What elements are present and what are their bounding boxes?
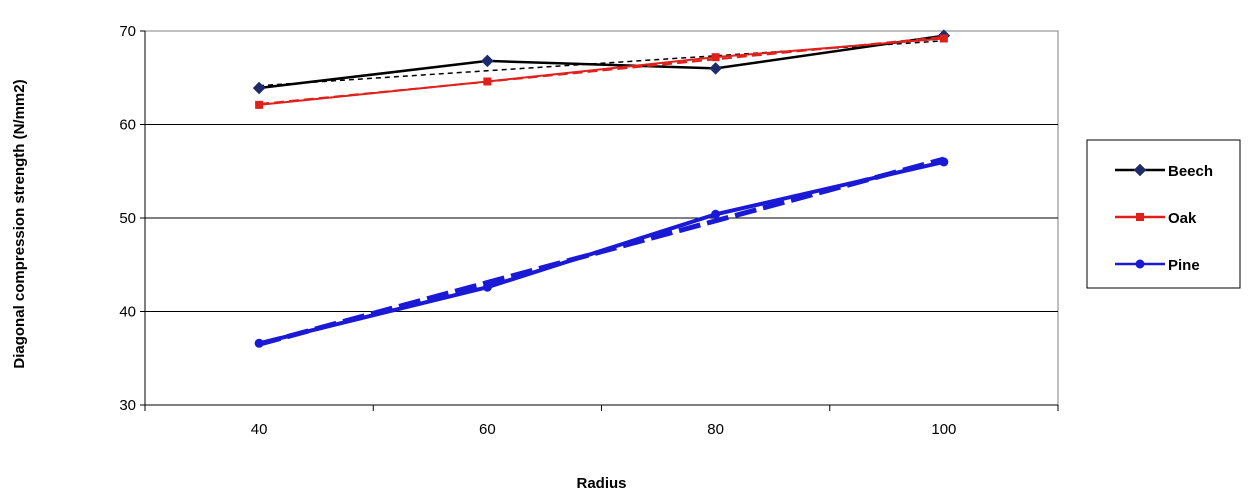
data-point-pine	[482, 282, 492, 292]
trendline-oak	[259, 35, 944, 106]
legend-label-pine: Pine	[1168, 257, 1200, 274]
trendline-pine	[258, 156, 945, 347]
data-point-oak	[255, 100, 264, 109]
x-tick-label: 100	[931, 421, 956, 438]
legend-box	[1086, 139, 1241, 289]
data-point-oak	[939, 34, 948, 43]
y-tick-label: 70	[119, 23, 136, 40]
legend-marker-pine	[1135, 259, 1145, 269]
legend-label-beech: Beech	[1168, 163, 1213, 180]
data-point-oak	[483, 77, 492, 86]
series-line-beech	[258, 34, 945, 90]
data-point-beech	[252, 81, 266, 95]
legend: Beech Oak Pine	[1086, 139, 1241, 289]
data-point-beech	[709, 62, 722, 75]
y-tick-label: 50	[119, 210, 136, 227]
axis-layer: 30 40 50 60 70 40 60 80 100	[119, 23, 1059, 438]
data-point-pine	[711, 209, 721, 219]
series-layer	[252, 29, 951, 348]
data-point-pine	[254, 338, 264, 348]
legend-label-oak: Oak	[1168, 210, 1197, 227]
y-tick-label: 40	[119, 304, 136, 321]
x-axis-title: Radius	[576, 475, 626, 492]
x-tick-label: 60	[479, 421, 496, 438]
data-point-pine	[939, 157, 949, 167]
data-point-beech	[481, 54, 494, 68]
legend-marker-beech	[1133, 163, 1147, 177]
grid-layer	[144, 30, 1059, 406]
x-tick-label: 80	[707, 421, 724, 438]
y-tick-label: 30	[119, 397, 136, 414]
legend-marker-oak	[1136, 213, 1144, 221]
data-point-oak	[711, 53, 720, 62]
x-tick-label: 40	[251, 421, 268, 438]
y-tick-label: 60	[119, 117, 136, 134]
y-axis-title: Diagonal compression strength (N/mm2)	[11, 79, 28, 368]
